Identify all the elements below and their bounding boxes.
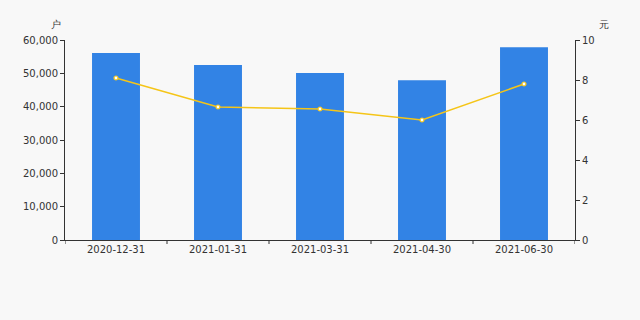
- svg-text:2021-01-31: 2021-01-31: [189, 244, 247, 255]
- svg-text:2021-03-31: 2021-03-31: [291, 244, 349, 255]
- svg-text:2020-12-31: 2020-12-31: [87, 244, 145, 255]
- svg-text:20,000: 20,000: [23, 168, 58, 179]
- svg-text:8: 8: [582, 75, 588, 86]
- svg-text:2021-06-30: 2021-06-30: [495, 244, 553, 255]
- svg-text:40,000: 40,000: [23, 101, 58, 112]
- svg-text:50,000: 50,000: [23, 68, 58, 79]
- svg-text:6: 6: [582, 115, 588, 126]
- svg-text:10: 10: [582, 35, 595, 46]
- svg-text:4: 4: [582, 155, 588, 166]
- svg-text:30,000: 30,000: [23, 135, 58, 146]
- svg-text:2021-04-30: 2021-04-30: [393, 244, 451, 255]
- svg-text:元: 元: [599, 19, 609, 30]
- svg-text:2: 2: [582, 195, 588, 206]
- svg-text:10,000: 10,000: [23, 201, 58, 212]
- svg-text:60,000: 60,000: [23, 35, 58, 46]
- svg-text:0: 0: [582, 235, 588, 246]
- svg-text:0: 0: [52, 235, 58, 246]
- svg-text:户: 户: [51, 19, 61, 30]
